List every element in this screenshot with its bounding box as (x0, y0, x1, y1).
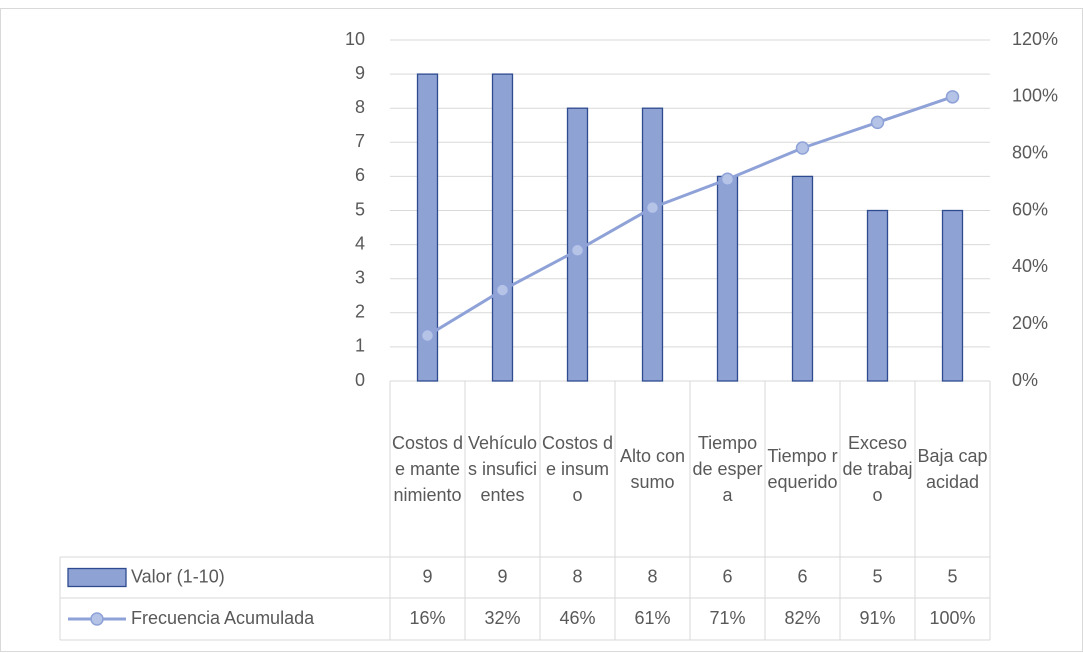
x-tick-label: Tiempo requerido (767, 446, 838, 492)
x-tick-label: Alto consumo (619, 446, 686, 492)
y2-tick-label: 100% (1012, 86, 1058, 106)
y2-tick-label: 60% (1012, 199, 1048, 219)
y-tick-label: 2 (355, 302, 365, 322)
bar (716, 175, 739, 382)
chart-frame (0, 8, 1083, 652)
line-marker (645, 200, 660, 215)
bar (866, 209, 889, 382)
line-marker (720, 172, 735, 186)
legend-key-marker (90, 612, 104, 626)
line (426, 95, 953, 337)
y-tick-label: 10 (345, 29, 365, 49)
x-tick-label: Baja capacidad (917, 446, 988, 492)
legend-key (67, 567, 127, 588)
y-tick-label: 5 (355, 199, 365, 219)
table-value: 82% (784, 608, 820, 628)
bar (491, 73, 514, 382)
table-value: 6 (722, 566, 732, 586)
y-tick-label: 7 (355, 131, 365, 151)
y-tick-label: 4 (355, 233, 365, 253)
table-value: 9 (422, 566, 432, 586)
y2-tick-label: 20% (1012, 313, 1048, 333)
table-value: 8 (647, 566, 657, 586)
x-tick-label: Vehículos insuficientes (467, 433, 538, 505)
y-tick-label: 3 (355, 267, 365, 287)
table-value: 8 (572, 566, 582, 586)
table-value: 61% (634, 608, 670, 628)
bar (641, 107, 664, 382)
table-value: 46% (559, 608, 595, 628)
y-tick-label: 6 (355, 165, 365, 185)
legend-label: Valor (1-10) (131, 566, 225, 586)
y-tick-label: 8 (355, 97, 365, 117)
table-value: 6 (797, 566, 807, 586)
table-value: 32% (484, 608, 520, 628)
table-value: 71% (709, 608, 745, 628)
table-value: 16% (409, 608, 445, 628)
table-value: 91% (859, 608, 895, 628)
line-marker (945, 90, 960, 104)
y-tick-label: 0 (355, 370, 365, 390)
line-marker (795, 141, 810, 155)
line-marker (570, 243, 585, 258)
table-value: 5 (947, 566, 957, 586)
line-marker (870, 115, 885, 130)
line-marker (495, 283, 510, 297)
bar (416, 73, 439, 382)
table-value: 100% (929, 608, 975, 628)
x-tick-label: Tiempo de espera (692, 433, 763, 505)
y2-tick-label: 40% (1012, 256, 1048, 276)
table-value: 5 (872, 566, 882, 586)
bar (791, 175, 814, 382)
x-tick-label: Costos de mantenimiento (391, 433, 464, 505)
x-tick-label: Costos de insumo (541, 433, 614, 505)
bar (941, 209, 964, 382)
line-marker (420, 328, 435, 343)
y-tick-label: 9 (355, 63, 365, 83)
y2-tick-label: 120% (1012, 29, 1058, 49)
x-tick-label: Exceso de trabajo (842, 433, 913, 505)
y2-tick-label: 0% (1012, 370, 1038, 390)
table-value: 9 (497, 566, 507, 586)
y2-tick-label: 80% (1012, 142, 1048, 162)
legend-label: Frecuencia Acumulada (131, 608, 315, 628)
y-tick-label: 1 (355, 336, 365, 356)
